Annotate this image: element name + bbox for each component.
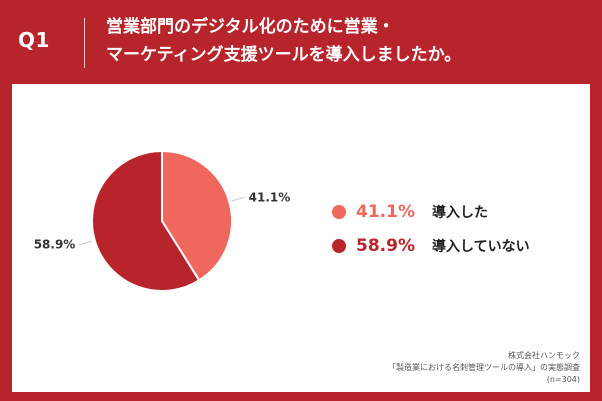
legend-label-adopted: 導入した (432, 205, 488, 221)
question-title-line-2: マーケティング支援ツールを導入しましたか。 (106, 45, 462, 65)
legend-marker-adopted (332, 205, 346, 219)
legend: 41.1% 導入した 58.9% 導入していない (332, 200, 530, 268)
legend-value-adopted: 41.1% (356, 202, 415, 222)
source-note: 株式会社ハンモック 「製造業における名刺管理ツールの導入」の実態調査 (n=30… (388, 350, 580, 386)
header-divider (84, 18, 85, 68)
leader-line-not-adopted (79, 240, 92, 246)
question-title-line-1: 営業部門のデジタル化のために営業・ (106, 17, 395, 37)
source-company: 株式会社ハンモック (508, 351, 580, 360)
data-label-not-adopted: 58.9% (34, 238, 76, 252)
source-survey: 「製造業における名刺管理ツールの導入」の実態調査 (388, 363, 580, 372)
pie-slice-not-adopted (91, 149, 201, 292)
legend-item-adopted: 41.1% 導入した (332, 200, 530, 224)
pie-chart: 41.1% 58.9% (34, 149, 291, 292)
header: Q1 営業部門のデジタル化のために営業・ マーケティング支援ツールを導入しました… (0, 0, 602, 84)
legend-item-not-adopted: 58.9% 導入していない (332, 234, 530, 258)
source-sample-size: (n=304) (546, 375, 580, 384)
legend-value-not-adopted: 58.9% (356, 236, 415, 256)
leader-line-adopted (232, 196, 245, 202)
question-number: Q1 (18, 28, 50, 52)
question-title: 営業部門のデジタル化のために営業・ マーケティング支援ツールを導入しましたか。 (106, 13, 586, 69)
data-label-adopted: 41.1% (249, 190, 291, 204)
legend-marker-not-adopted (332, 239, 346, 253)
chart-panel: 41.1% 58.9% 41.1% 導入した 58.9% 導入していない 株式会社… (12, 84, 590, 392)
legend-label-not-adopted: 導入していない (432, 239, 530, 255)
